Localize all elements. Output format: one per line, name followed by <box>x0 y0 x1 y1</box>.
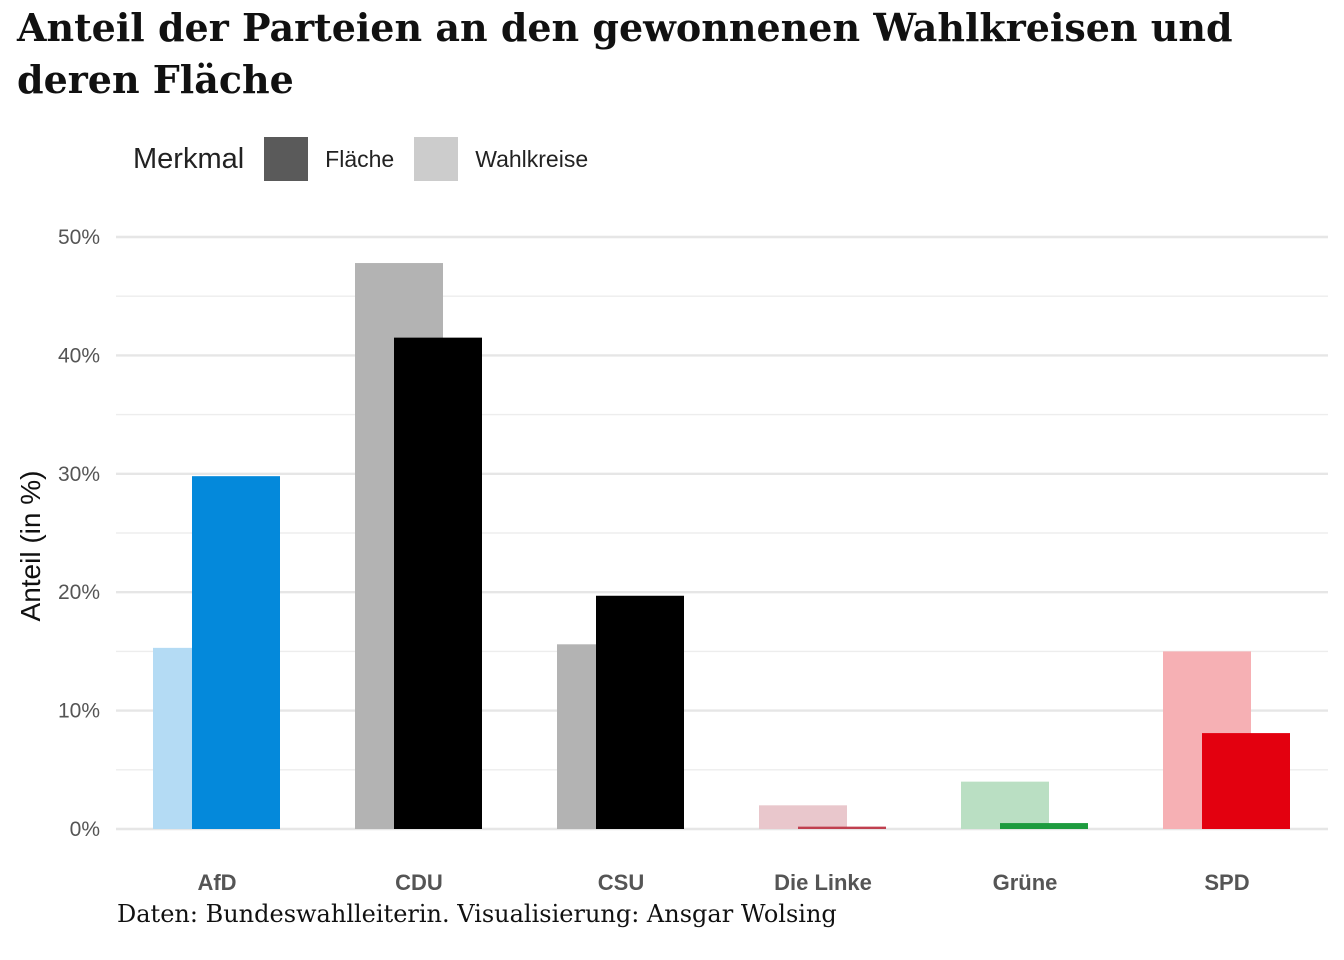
x-tick-label: CSU <box>598 870 644 895</box>
y-tick-label: 40% <box>58 344 100 367</box>
caption: Daten: Bundeswahlleiterin. Visualisierun… <box>117 900 837 928</box>
bar-wahlkreise-grüne <box>961 781 1049 829</box>
bar-flaeche-afd <box>192 476 280 829</box>
y-axis-ticks: 0% 10% 20% 30% 40% 50% <box>58 226 100 841</box>
bar-flaeche-spd <box>1202 733 1290 829</box>
bar-chart: 0% 10% 20% 30% 40% 50% AfD CDU CSU Die Linke Grün… <box>15 226 1328 895</box>
x-tick-label: Die Linke <box>774 870 872 895</box>
y-tick-label: 50% <box>58 226 100 249</box>
x-tick-label: SPD <box>1204 870 1249 895</box>
legend-label-flaeche: Fläche <box>325 145 395 172</box>
y-tick-label: 0% <box>70 818 100 841</box>
chart-title: Anteil der Parteien an den gewonnenen Wa… <box>17 5 1233 102</box>
x-tick-label: CDU <box>395 870 443 895</box>
bar-flaeche-csu <box>596 595 684 829</box>
bar-wahlkreise-die-linke <box>759 805 847 829</box>
y-axis-title: Anteil (in %) <box>15 471 46 622</box>
y-tick-label: 20% <box>58 581 100 604</box>
legend-label-wahlkreise: Wahlkreise <box>475 145 589 172</box>
major-gridlines <box>116 235 1328 831</box>
legend-key-flaeche <box>264 137 309 181</box>
x-tick-label: Grüne <box>993 870 1058 895</box>
bars <box>153 263 1290 830</box>
legend: Merkmal Fläche Wahlkreise <box>133 136 608 182</box>
legend-title: Merkmal <box>133 142 245 175</box>
y-tick-label: 30% <box>58 463 100 486</box>
legend-key-wahlkreise <box>414 137 459 181</box>
x-axis-ticks: AfD CDU CSU Die Linke Grüne SPD <box>197 870 1249 895</box>
bar-flaeche-grüne <box>1000 823 1088 829</box>
x-tick-label: AfD <box>197 870 236 895</box>
bar-flaeche-die-linke <box>798 826 886 829</box>
y-tick-label: 10% <box>58 700 100 723</box>
minor-gridlines <box>116 295 1328 771</box>
bar-flaeche-cdu <box>394 337 482 829</box>
